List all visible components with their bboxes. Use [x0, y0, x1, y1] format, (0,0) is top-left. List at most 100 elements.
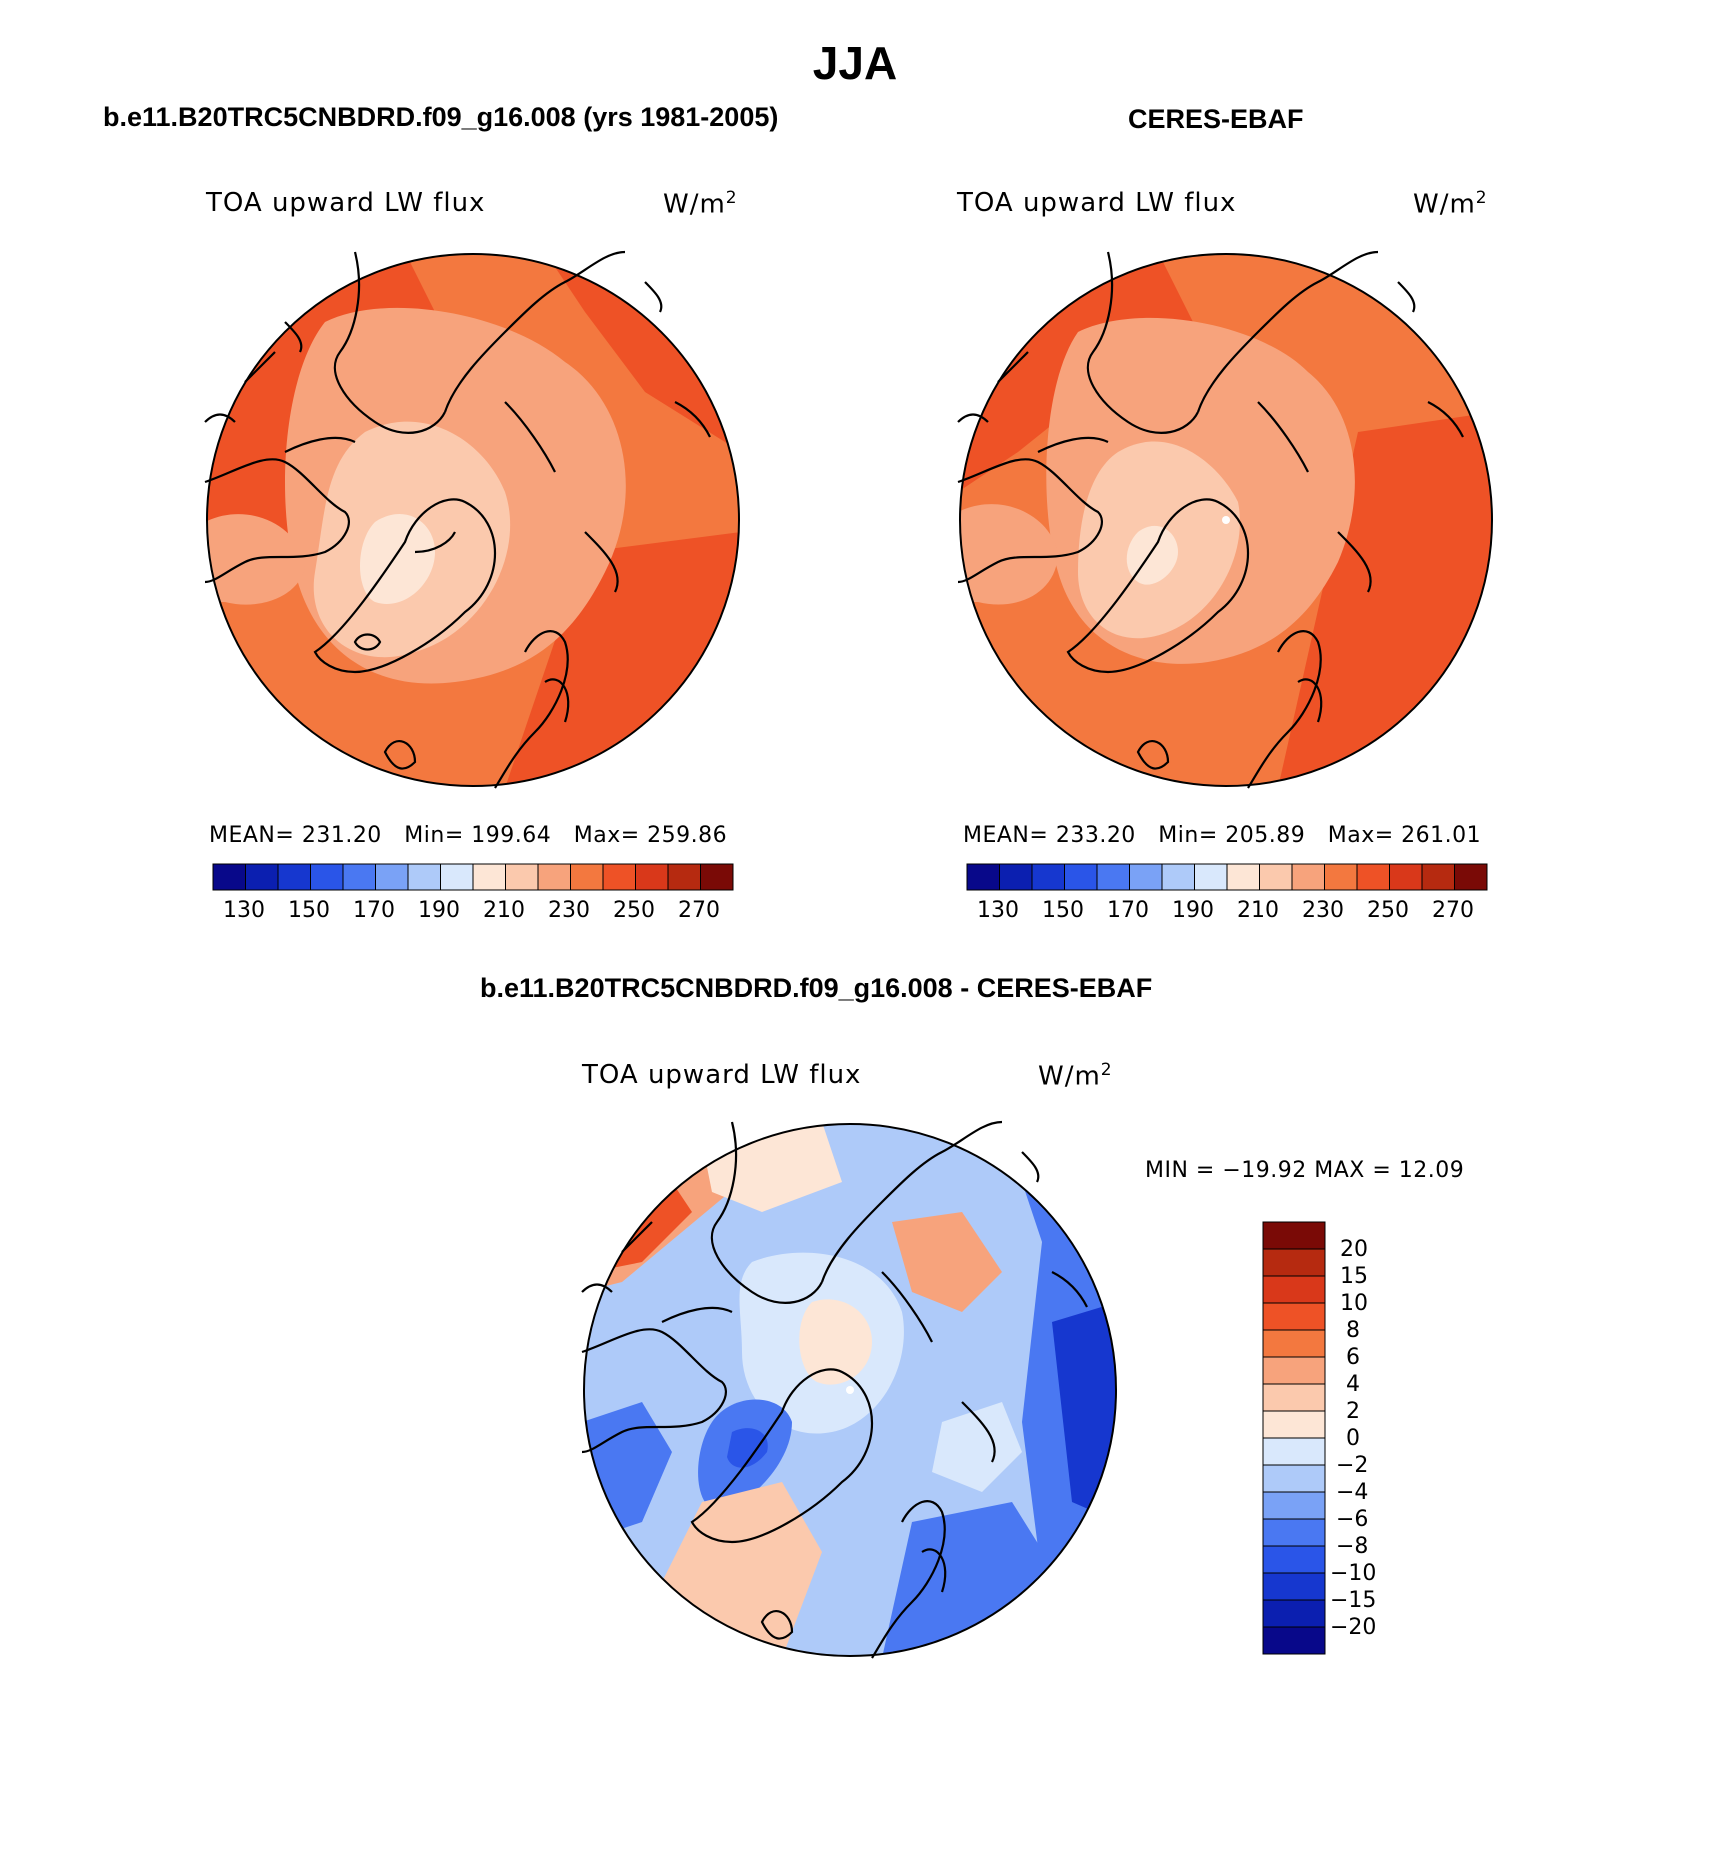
model-colorbar-labels: 130 150 170 190 210 230 250 270	[213, 898, 733, 924]
diff-cb-label: 0	[1346, 1426, 1360, 1451]
diff-case-title: b.e11.B20TRC5CNBDRD.f09_g16.008 - CERES-…	[480, 973, 1153, 1003]
obs-cb-label: 170	[1107, 898, 1149, 923]
diff-cb-label: −8	[1336, 1534, 1369, 1559]
obs-cb-label: 190	[1172, 898, 1214, 923]
diff-cb-label: 20	[1340, 1237, 1368, 1262]
obs-cb-label: 230	[1302, 898, 1344, 923]
colorbar-swatch	[1064, 863, 1098, 891]
colorbar-swatch	[375, 863, 409, 891]
diff-cb-label: 8	[1346, 1318, 1360, 1343]
obs-case-title: CERES-EBAF	[1128, 104, 1304, 134]
colorbar-swatch	[1262, 1356, 1326, 1385]
colorbar-swatch	[1262, 1491, 1326, 1520]
colorbar-swatch	[1262, 1410, 1326, 1439]
obs-colorbar-labels: 130 150 170 190 210 230 250 270	[967, 898, 1487, 924]
colorbar-swatch	[212, 863, 246, 891]
colorbar-swatch	[602, 863, 636, 891]
model-cb-label: 170	[353, 898, 395, 923]
colorbar-swatch	[1096, 863, 1130, 891]
model-polar-map	[204, 250, 740, 789]
colorbar-swatch	[570, 863, 604, 891]
diff-colorbar-labels: 20 15 10 8 6 4 2 0 −2 −4 −6 −8 −10 −15 −…	[1330, 1222, 1400, 1654]
colorbar-swatch	[1259, 863, 1293, 891]
model-cb-label: 190	[418, 898, 460, 923]
diff-cb-label: 10	[1340, 1291, 1368, 1316]
diff-minmax: MIN = −19.92 MAX = 12.09	[1145, 1158, 1465, 1183]
diff-cb-label: −20	[1330, 1615, 1377, 1640]
obs-stats: MEAN= 233.20 Min= 205.89 Max= 261.01	[963, 823, 1482, 848]
colorbar-swatch	[472, 863, 506, 891]
diff-colorbar	[1262, 1221, 1326, 1655]
colorbar-swatch	[1262, 1302, 1326, 1331]
diff-cb-label: −15	[1330, 1588, 1377, 1613]
colorbar-swatch	[966, 863, 1000, 891]
obs-cb-label: 210	[1237, 898, 1279, 923]
colorbar-swatch	[1262, 1626, 1326, 1655]
diff-cb-label: −10	[1330, 1561, 1377, 1586]
colorbar-swatch	[1031, 863, 1065, 891]
obs-cb-label: 130	[977, 898, 1019, 923]
colorbar-swatch	[700, 863, 734, 891]
colorbar-swatch	[1226, 863, 1260, 891]
colorbar-swatch	[537, 863, 571, 891]
colorbar-swatch	[1262, 1221, 1326, 1250]
colorbar-swatch	[505, 863, 539, 891]
model-variable-label: TOA upward LW flux	[206, 188, 486, 218]
colorbar-swatch	[1262, 1383, 1326, 1412]
diff-cb-label: −6	[1336, 1507, 1369, 1532]
colorbar-swatch	[1262, 1599, 1326, 1628]
diff-cb-label: 4	[1346, 1372, 1360, 1397]
diff-cb-label: 6	[1346, 1345, 1360, 1370]
colorbar-swatch	[1129, 863, 1163, 891]
model-cb-label: 130	[223, 898, 265, 923]
model-colorbar	[212, 863, 734, 891]
colorbar-swatch	[1262, 1545, 1326, 1574]
model-cb-label: 150	[288, 898, 330, 923]
model-units-label: W/m2	[663, 188, 738, 220]
obs-variable-label: TOA upward LW flux	[957, 188, 1237, 218]
colorbar-swatch	[1389, 863, 1423, 891]
model-cb-label: 230	[548, 898, 590, 923]
diff-cb-label: −2	[1336, 1453, 1369, 1478]
model-case-title: b.e11.B20TRC5CNBDRD.f09_g16.008 (yrs 198…	[103, 102, 779, 132]
colorbar-swatch	[277, 863, 311, 891]
model-stats: MEAN= 231.20 Min= 199.64 Max= 259.86	[209, 823, 728, 848]
colorbar-swatch	[999, 863, 1033, 891]
obs-colorbar	[966, 863, 1488, 891]
colorbar-swatch	[1194, 863, 1228, 891]
diff-variable-label: TOA upward LW flux	[582, 1060, 862, 1090]
colorbar-swatch	[310, 863, 344, 891]
diff-polar-map	[581, 1120, 1117, 1659]
colorbar-swatch	[1262, 1437, 1326, 1466]
colorbar-swatch	[407, 863, 441, 891]
figure-title: JJA	[812, 37, 898, 89]
diff-cb-label: −4	[1336, 1480, 1369, 1505]
obs-cb-label: 150	[1042, 898, 1084, 923]
obs-units-label: W/m2	[1413, 188, 1488, 220]
colorbar-swatch	[1262, 1248, 1326, 1277]
colorbar-swatch	[1421, 863, 1455, 891]
colorbar-swatch	[1262, 1464, 1326, 1493]
colorbar-swatch	[1356, 863, 1390, 891]
model-cb-label: 250	[613, 898, 655, 923]
model-cb-label: 270	[678, 898, 720, 923]
colorbar-swatch	[635, 863, 669, 891]
colorbar-swatch	[342, 863, 376, 891]
colorbar-swatch	[1291, 863, 1325, 891]
diff-units-label: W/m2	[1038, 1060, 1113, 1092]
colorbar-swatch	[1262, 1572, 1326, 1601]
colorbar-swatch	[1262, 1275, 1326, 1304]
colorbar-swatch	[1262, 1518, 1326, 1547]
diff-cb-label: 2	[1346, 1399, 1360, 1424]
colorbar-swatch	[440, 863, 474, 891]
diff-cb-label: 15	[1340, 1264, 1368, 1289]
colorbar-swatch	[1161, 863, 1195, 891]
colorbar-swatch	[1324, 863, 1358, 891]
colorbar-swatch	[245, 863, 279, 891]
colorbar-swatch	[667, 863, 701, 891]
obs-polar-map	[957, 250, 1493, 789]
obs-cb-label: 270	[1432, 898, 1474, 923]
obs-cb-label: 250	[1367, 898, 1409, 923]
colorbar-swatch	[1454, 863, 1488, 891]
model-cb-label: 210	[483, 898, 525, 923]
